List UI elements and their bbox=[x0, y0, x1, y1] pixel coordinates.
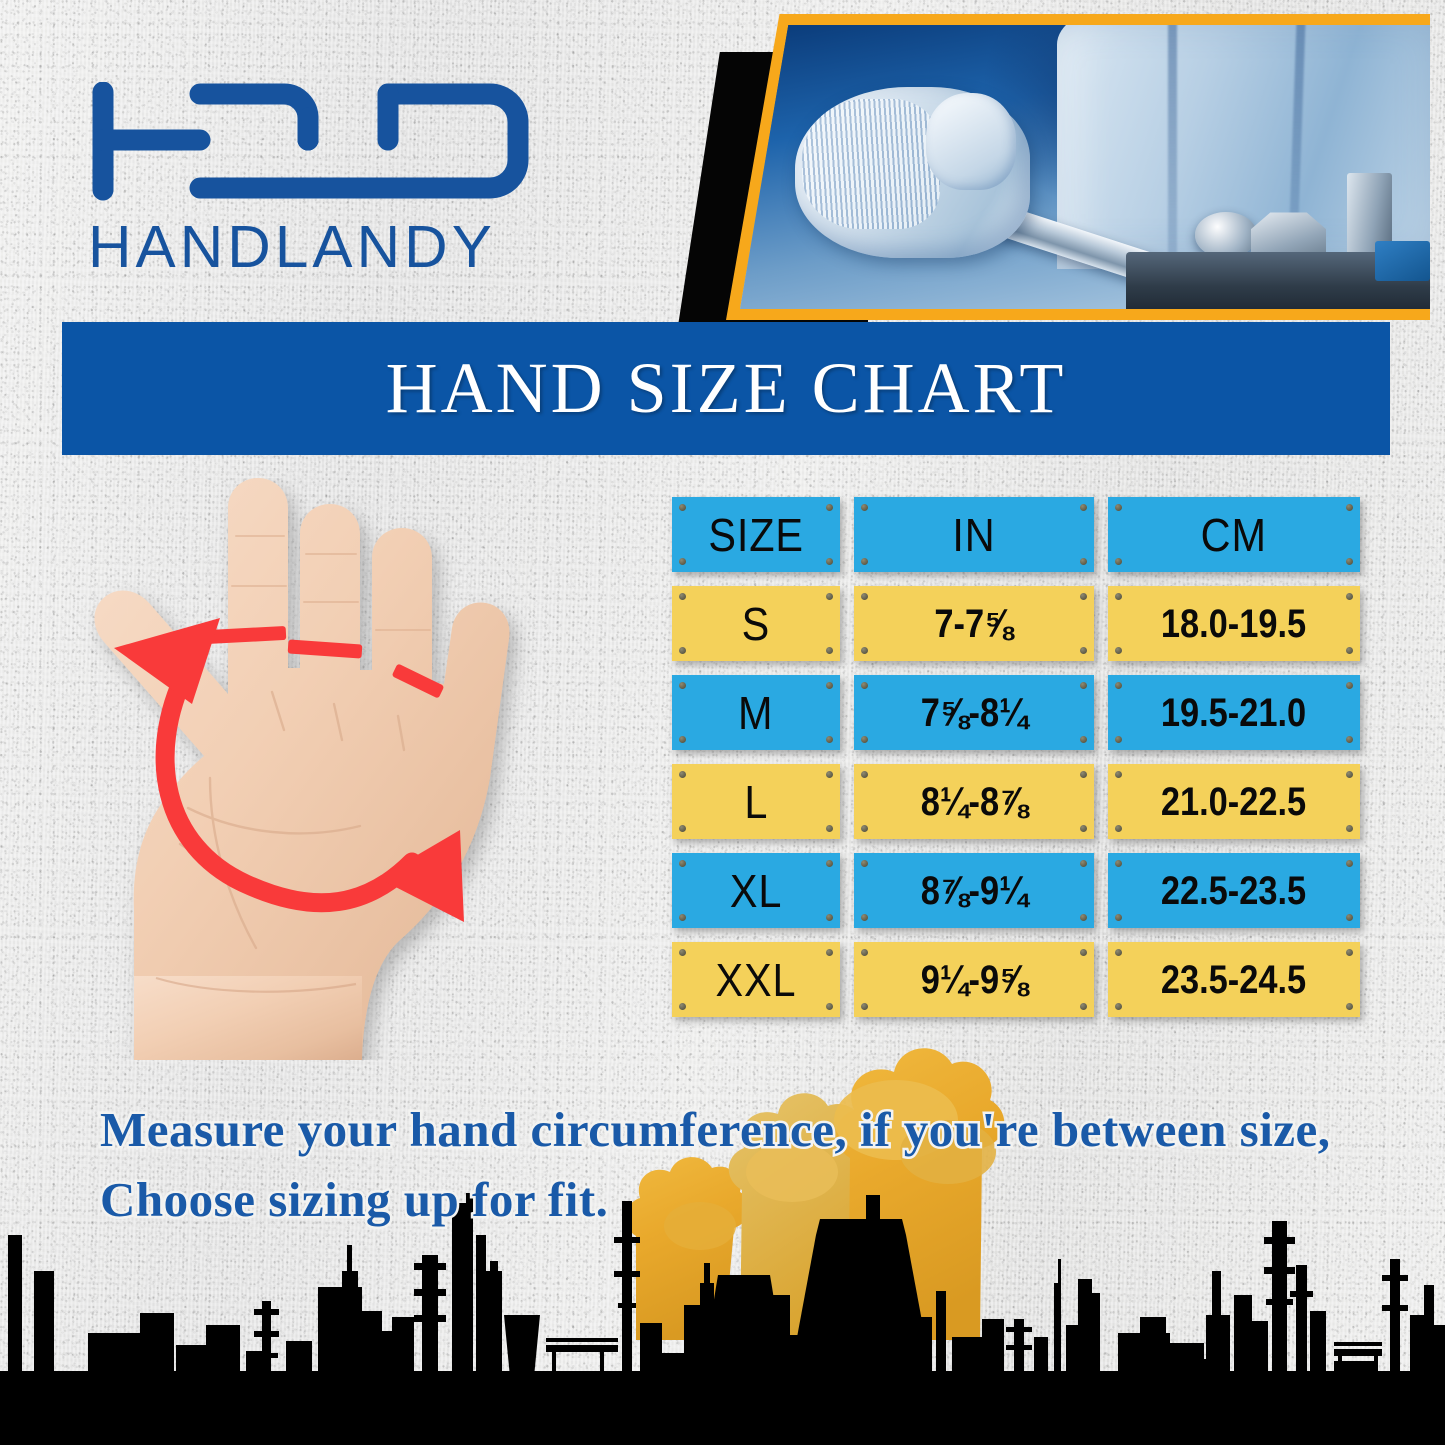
open-palm-hand-icon bbox=[94, 478, 510, 1060]
table-header-row: SIZE IN CM bbox=[672, 497, 1360, 572]
cell-cm-value: 22.5-23.5 bbox=[1161, 868, 1307, 913]
cell-in: 8⅞-9¼ bbox=[854, 853, 1094, 928]
cell-size: XL bbox=[672, 853, 840, 928]
cell-size-value: XXL bbox=[715, 953, 797, 1006]
cell-cm: 21.0-22.5 bbox=[1108, 764, 1360, 839]
table-header-cm: CM bbox=[1108, 497, 1360, 572]
table-row: S 7-7⅝ 18.0-19.5 bbox=[672, 586, 1360, 661]
caption-line-1: Measure your hand circumference, if you'… bbox=[98, 1100, 1333, 1160]
cell-size-value: L bbox=[744, 775, 768, 828]
table-header-cm-label: CM bbox=[1200, 508, 1268, 561]
cell-cm: 22.5-23.5 bbox=[1108, 853, 1360, 928]
cell-size-value: XL bbox=[729, 864, 783, 917]
cell-cm: 18.0-19.5 bbox=[1108, 586, 1360, 661]
cell-size: L bbox=[672, 764, 840, 839]
table-header-size: SIZE bbox=[672, 497, 840, 572]
title-banner: HAND SIZE CHART bbox=[62, 322, 1390, 455]
circular-measure-arrow-icon bbox=[114, 618, 464, 922]
cell-cm: 19.5-21.0 bbox=[1108, 675, 1360, 750]
table-row: M 7⅝-8¼ 19.5-21.0 bbox=[672, 675, 1360, 750]
size-chart-table: SIZE IN CM S 7-7⅝ 18.0-19.5 bbox=[672, 497, 1360, 1017]
cell-cm-value: 23.5-24.5 bbox=[1161, 957, 1307, 1002]
table-header-in-label: IN bbox=[952, 508, 996, 561]
cell-in: 7⅝-8¼ bbox=[854, 675, 1094, 750]
table-header-in: IN bbox=[854, 497, 1094, 572]
hero-photo-block bbox=[678, 14, 1430, 326]
cell-size: XXL bbox=[672, 942, 840, 1017]
cell-size-value: S bbox=[741, 597, 771, 650]
cell-size: M bbox=[672, 675, 840, 750]
brand-logo: HANDLANDY bbox=[88, 82, 568, 281]
cell-cm-value: 18.0-19.5 bbox=[1161, 601, 1307, 646]
table-header-size-label: SIZE bbox=[708, 508, 804, 561]
cell-in: 7-7⅝ bbox=[854, 586, 1094, 661]
cell-in-value: 8⅞-9¼ bbox=[920, 868, 1028, 913]
cell-in: 8¼-8⅞ bbox=[854, 764, 1094, 839]
table-row: L 8¼-8⅞ 21.0-22.5 bbox=[672, 764, 1360, 839]
table-row: XL 8⅞-9¼ 22.5-23.5 bbox=[672, 853, 1360, 928]
cell-in-value: 8¼-8⅞ bbox=[920, 779, 1028, 824]
gloved-hand-wrench-photo bbox=[740, 25, 1430, 309]
cell-in-value: 9¼-9⅝ bbox=[920, 957, 1028, 1002]
industrial-refinery-skyline-icon bbox=[0, 1175, 1445, 1445]
cell-in-value: 7⅝-8¼ bbox=[920, 690, 1028, 735]
handlandy-hd-monogram-icon bbox=[92, 82, 529, 201]
cell-cm-value: 19.5-21.0 bbox=[1161, 690, 1307, 735]
caption-line-2: Choose sizing up for fit. bbox=[98, 1169, 611, 1229]
cell-cm-value: 21.0-22.5 bbox=[1161, 779, 1307, 824]
cell-in: 9¼-9⅝ bbox=[854, 942, 1094, 1017]
cell-size-value: M bbox=[738, 686, 774, 739]
hand-measurement-illustration bbox=[60, 478, 624, 1060]
page-title: HAND SIZE CHART bbox=[385, 348, 1067, 428]
brand-wordmark: HANDLANDY bbox=[88, 214, 496, 280]
cell-size: S bbox=[672, 586, 840, 661]
cell-cm: 23.5-24.5 bbox=[1108, 942, 1360, 1017]
cell-in-value: 7-7⅝ bbox=[934, 601, 1014, 646]
table-row: XXL 9¼-9⅝ 23.5-24.5 bbox=[672, 942, 1360, 1017]
caption-block: Measure your hand circumference, if you'… bbox=[98, 1095, 1420, 1234]
